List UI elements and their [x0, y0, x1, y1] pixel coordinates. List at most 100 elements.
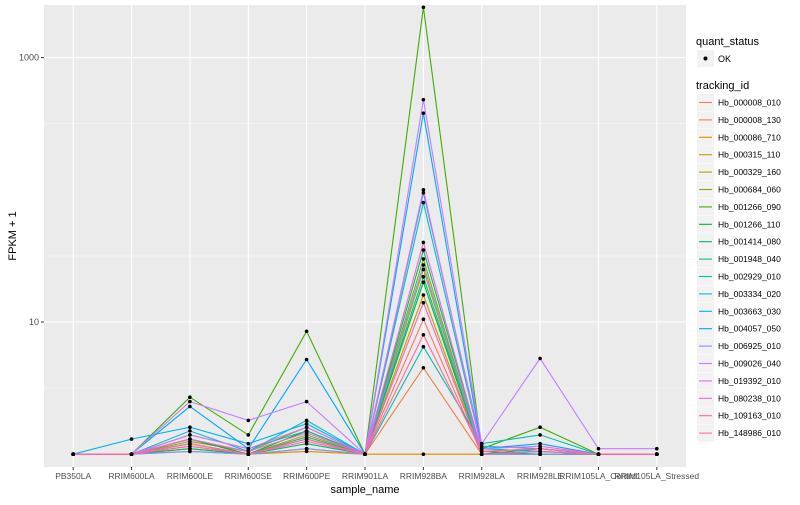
- legend-item-label: Hb_109163_010: [718, 411, 781, 421]
- data-point: [538, 356, 542, 361]
- points-layer: [71, 5, 659, 457]
- grid: [44, 5, 686, 467]
- data-point: [304, 357, 309, 362]
- data-point: [538, 441, 542, 446]
- data-point: [655, 446, 659, 451]
- legend-item-label: Hb_001266_090: [718, 202, 781, 212]
- data-point: [421, 333, 426, 337]
- y-axis-title: FPKM + 1: [7, 211, 19, 260]
- x-tick-label: RRIM600LA: [108, 471, 155, 481]
- data-point: [188, 399, 192, 404]
- data-point: [188, 404, 192, 409]
- legend-quant-title: quant_status: [696, 36, 759, 48]
- data-point: [596, 446, 601, 451]
- legend-item-label: Hb_000329_160: [718, 167, 781, 177]
- data-point: [421, 111, 426, 115]
- data-point: [246, 449, 251, 454]
- x-tick-label: RRIM928LA: [459, 471, 506, 481]
- x-tick-label: RRIM600SE: [225, 471, 273, 481]
- x-tick-label: RRIM105LA_Control: [559, 471, 638, 481]
- legend-item-label: Hb_003663_030: [718, 306, 781, 316]
- data-point: [479, 444, 484, 449]
- data-point: [304, 425, 309, 430]
- data-point: [538, 425, 542, 430]
- data-point: [188, 446, 192, 451]
- data-point: [304, 329, 309, 334]
- data-point: [421, 267, 426, 272]
- legend-item-label: Hb_001414_080: [718, 237, 781, 247]
- data-point: [188, 433, 192, 437]
- data-point: [304, 446, 309, 451]
- x-tick-label: RRIM928BA: [400, 471, 448, 481]
- data-point: [479, 441, 484, 446]
- legend-item-label: Hb_001266_110: [718, 219, 781, 229]
- x-tick-label: RRIM105LA_Stressed: [615, 471, 700, 481]
- data-point: [421, 200, 426, 205]
- legend-item-label: Hb_000684_060: [718, 185, 781, 195]
- data-point: [421, 190, 426, 195]
- legend-id-title: tracking_id: [696, 80, 749, 92]
- data-point: [304, 431, 309, 435]
- data-point: [71, 452, 75, 457]
- data-point: [363, 452, 367, 457]
- legend-item-label: Hb_004057_050: [718, 324, 781, 334]
- data-point: [421, 300, 426, 305]
- y-tick-label: 1000: [19, 53, 39, 63]
- data-point: [421, 344, 426, 349]
- data-point: [538, 433, 542, 437]
- y-tick-label: 10: [29, 317, 39, 327]
- data-point: [421, 274, 426, 279]
- legend-items: Hb_000008_010 Hb_000008_130 Hb_000086_710 H…: [697, 94, 781, 442]
- data-point: [246, 452, 251, 457]
- legend-item-label: Hb_000008_130: [718, 115, 781, 125]
- legend-item-label: Hb_000315_110: [718, 150, 781, 160]
- data-point: [596, 452, 601, 457]
- data-point: [655, 452, 659, 457]
- x-tick-label: RRIM928LE: [517, 471, 564, 481]
- legend-item-label: Hb_002929_010: [718, 272, 781, 282]
- data-point: [479, 446, 484, 451]
- data-point: [188, 444, 192, 449]
- data-point: [421, 280, 426, 285]
- x-tick-label: RRIM600LE: [167, 471, 214, 481]
- data-point: [421, 293, 426, 297]
- data-point: [188, 429, 192, 433]
- axes: 10 1000 PB350LA RRIM600LA RRIM600LE RRIM600SE…: [19, 53, 699, 481]
- data-point: [304, 399, 309, 404]
- data-point: [188, 441, 192, 446]
- data-point: [479, 449, 484, 454]
- data-point: [421, 263, 426, 267]
- data-point: [188, 425, 192, 430]
- legend-item-label: Hb_000086_710: [718, 132, 781, 142]
- x-tick-label: RRIM600PE: [283, 471, 331, 481]
- data-point: [421, 240, 426, 245]
- data-point: [538, 452, 542, 457]
- data-point: [188, 437, 192, 441]
- legend-item-label: Hb_148986_010: [718, 428, 781, 438]
- data-point: [421, 366, 426, 370]
- data-point: [304, 449, 309, 454]
- data-point: [246, 446, 251, 451]
- data-point: [304, 437, 309, 441]
- data-point: [304, 421, 309, 426]
- data-point: [421, 5, 426, 10]
- data-point: [129, 452, 134, 457]
- data-point: [304, 418, 309, 423]
- legend-item-label: Hb_019392_010: [718, 376, 781, 386]
- legend-item-label: Hb_009026_040: [718, 359, 781, 369]
- legend-item-label: Hb_001948_040: [718, 254, 781, 264]
- data-point: [188, 395, 192, 400]
- data-point: [246, 433, 251, 437]
- data-point: [421, 257, 426, 261]
- data-point: [421, 452, 426, 457]
- data-point: [246, 441, 251, 446]
- legend-quant-label: OK: [718, 54, 731, 64]
- data-point: [421, 248, 426, 252]
- legend-item-label: Hb_000008_010: [718, 98, 781, 108]
- data-point: [538, 449, 542, 454]
- legend-item-label: Hb_003334_020: [718, 289, 781, 299]
- legend-item-label: Hb_080238_010: [718, 393, 781, 403]
- data-point: [538, 444, 542, 449]
- data-point: [479, 452, 484, 457]
